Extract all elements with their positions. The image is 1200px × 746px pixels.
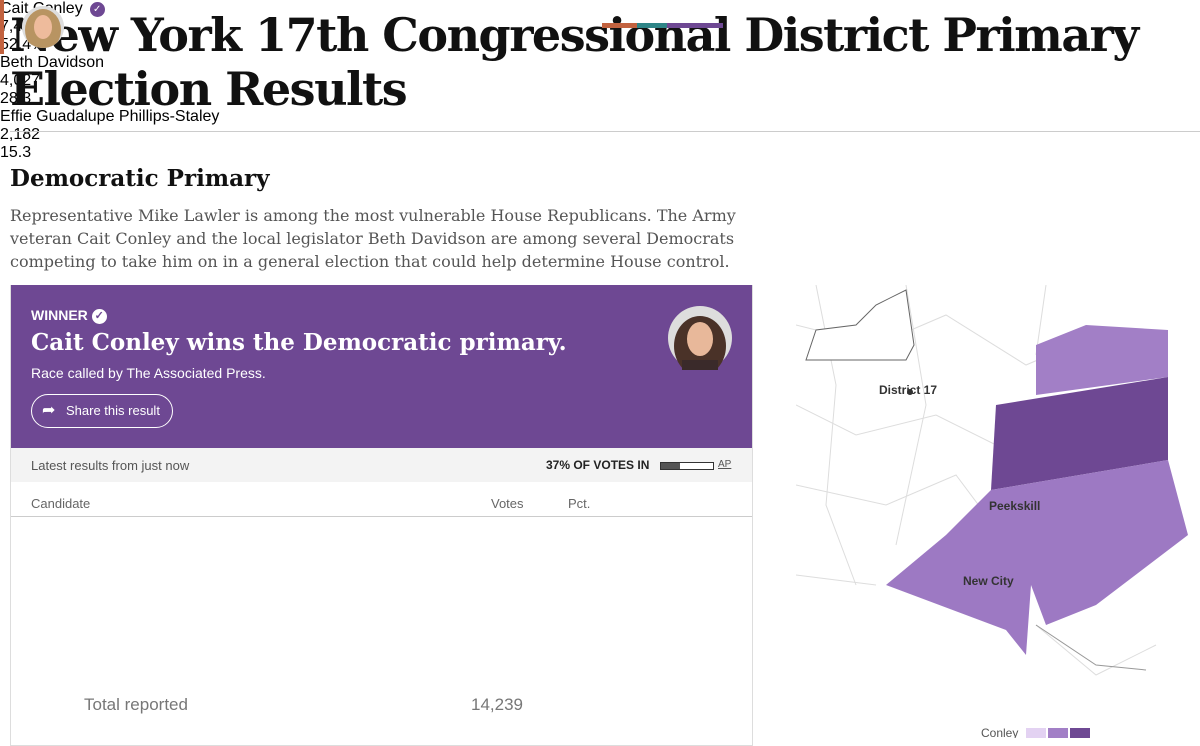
divider [10,131,1200,132]
candidate-name-text: Beth Davidson [0,54,105,71]
candidate-name: Effie Guadalupe Phillips-Staley [0,108,1200,126]
winner-label: WINNER ✓ [31,307,107,324]
votes: 2,182 [0,126,41,143]
winner-photo [668,306,732,370]
column-header: Votes [491,496,524,511]
map-label: District 17 [879,383,937,397]
share-text: Share this result [66,403,160,418]
total-label: Total reported [84,695,188,714]
share-button[interactable]: ➦ Share this result [31,394,173,428]
reporting-bar [661,463,681,469]
legend-label: Conley [981,726,1018,738]
winner-text: WINNER [31,307,88,323]
section-heading: Democratic Primary [10,165,270,192]
votes: 4,027 [0,72,41,89]
candidate-name-text: Effie Guadalupe Phillips-Staley [0,108,220,125]
page-title: Election Results [10,62,408,116]
pct-label: 15.3 [0,144,32,161]
reporting-track [660,462,714,470]
photo-face [34,15,52,39]
map-label: Peekskill [989,499,1040,513]
district-map: District 17 Peekskill New City Conley [796,285,1188,738]
candidate-row: Beth Davidson 4,027 28.3 [0,0,1200,108]
candidate-photo [22,6,64,48]
check-icon: ✓ [91,309,107,324]
column-header: Pct. [568,496,591,511]
page-title: New York 17th Congressional District Pri… [10,8,1139,62]
total-votes: 14,239 [471,695,523,714]
divider [10,516,753,517]
pct-bar [602,23,638,28]
pct-label: 28.3 [0,90,32,107]
called-by: Race called by The Associated Press. [31,365,266,381]
status-bar: Latest results from just now 37% OF VOTE… [10,448,753,482]
reporting-text: 37% OF VOTES IN [546,458,650,472]
updated-text: Latest results from just now [31,458,190,473]
candidate-name: Beth Davidson [0,54,1200,72]
winner-box: WINNER ✓ Cait Conley wins the Democratic… [10,285,753,448]
total-row: Total reported 14,239 [10,679,753,732]
source-link[interactable]: AP [718,459,732,470]
column-header: Candidate [31,496,91,511]
section-description: Representative Mike Lawler is among the … [10,206,736,271]
share-icon: ➦ [42,402,56,419]
winner-headline: Cait Conley wins the Democratic primary. [31,329,567,356]
candidate-row: Effie Guadalupe Phillips-Staley 2,182 15.3 [0,0,1200,162]
winner-check: ✓ [89,2,105,17]
party-stripe [0,0,4,54]
map-label: New City [963,574,1014,588]
